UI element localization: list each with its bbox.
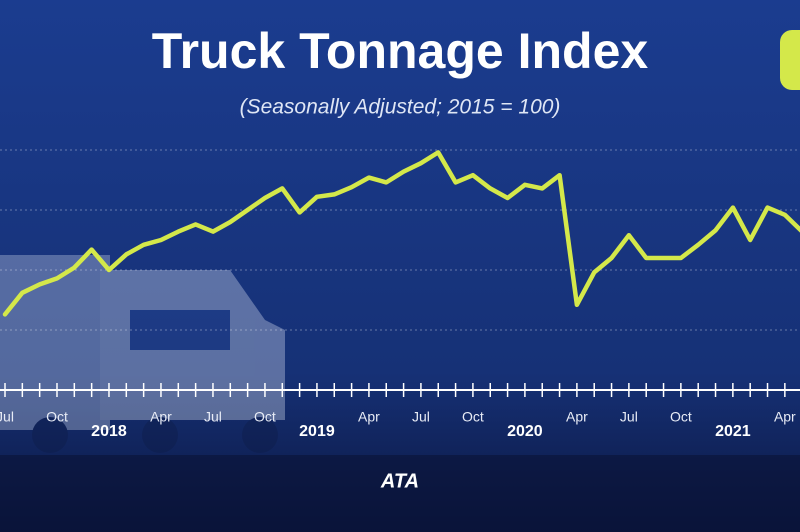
year-label: 2018 [91,423,127,440]
logo: ATA [380,470,419,492]
chart-title: Truck Tonnage Index [152,23,649,79]
data-line [2,150,800,317]
wheel [242,417,278,453]
month-label: Apr [358,409,380,425]
month-label: Apr [150,409,172,425]
wheel [142,417,178,453]
month-label: Oct [670,409,692,425]
month-label: Jul [0,409,14,425]
badge [780,30,800,90]
year-label: 2020 [507,423,543,440]
year-label: 2019 [299,423,335,440]
truck-illustration [0,255,285,453]
trailer [0,255,110,430]
road [0,455,800,532]
month-label: Oct [462,409,484,425]
month-label: Oct [254,409,276,425]
month-label: Jul [620,409,638,425]
month-label: Apr [774,409,796,425]
month-label: Oct [46,409,68,425]
month-label: Jul [204,409,222,425]
wheel [32,417,68,453]
chart-subtitle: (Seasonally Adjusted; 2015 = 100) [240,96,561,119]
window [130,310,230,350]
month-label: Jul [412,409,430,425]
month-label: Apr [566,409,588,425]
cab [100,270,285,420]
year-label: 2021 [715,423,751,440]
